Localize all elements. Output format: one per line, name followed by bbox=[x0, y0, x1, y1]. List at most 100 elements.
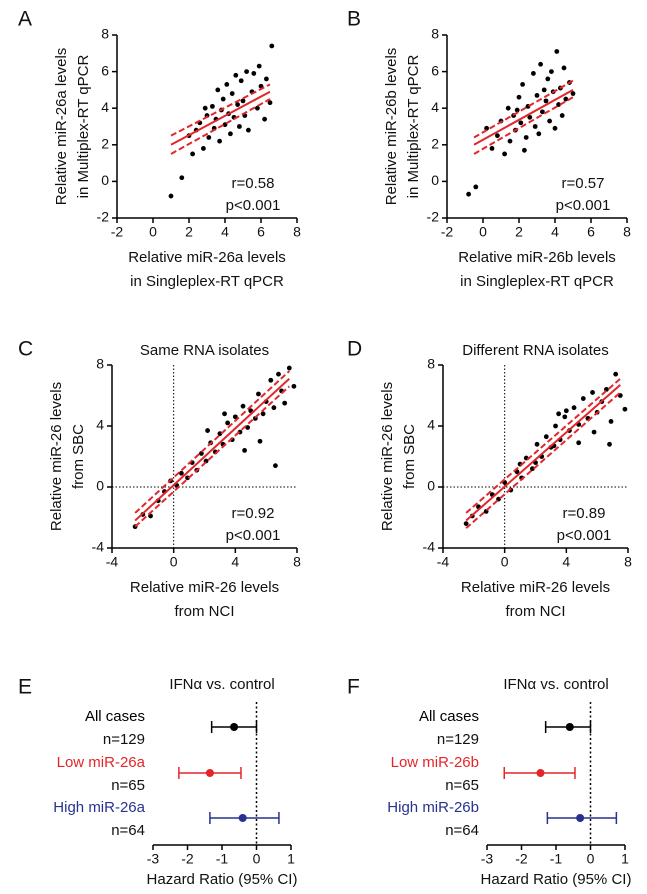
x-tick-label: -1 bbox=[550, 851, 563, 867]
ci-line bbox=[465, 377, 621, 514]
point bbox=[206, 135, 212, 140]
x-axis-label: from NCI bbox=[506, 603, 566, 620]
y-axis-label: Relative miR-26a levels bbox=[53, 48, 70, 206]
point bbox=[527, 114, 533, 120]
panel-title: IFNα vs. control bbox=[503, 676, 608, 693]
y-tick-label: -4 bbox=[92, 539, 105, 555]
point bbox=[179, 175, 185, 181]
point bbox=[536, 769, 545, 777]
ci-line bbox=[473, 79, 574, 139]
x-tick-label: -1 bbox=[216, 851, 229, 867]
category-label: Low miR-26a bbox=[57, 754, 146, 771]
point bbox=[532, 124, 538, 129]
fit-line bbox=[473, 89, 574, 146]
x-tick-label: -2 bbox=[111, 224, 124, 240]
category-label: All cases bbox=[419, 708, 479, 725]
point bbox=[178, 470, 184, 476]
x-tick-label: 6 bbox=[257, 224, 265, 240]
y-tick-label: 0 bbox=[431, 172, 439, 188]
y-tick-label: 0 bbox=[101, 172, 109, 188]
point bbox=[489, 146, 495, 151]
x-tick-label: 4 bbox=[551, 224, 559, 240]
y-axis-label: from SBC bbox=[70, 424, 87, 489]
point bbox=[466, 191, 471, 197]
x-axis-label: Relative miR-26a levels bbox=[128, 249, 286, 266]
point bbox=[273, 463, 278, 469]
point bbox=[269, 43, 275, 49]
point bbox=[271, 405, 277, 411]
x-tick-label: 2 bbox=[515, 224, 523, 240]
point bbox=[257, 438, 263, 444]
point bbox=[262, 116, 267, 122]
fit-line bbox=[134, 377, 290, 522]
y-tick-label: -4 bbox=[423, 539, 436, 555]
point bbox=[549, 69, 554, 74]
point bbox=[232, 414, 238, 420]
panel-letter: D bbox=[347, 338, 362, 361]
point bbox=[215, 87, 221, 93]
point bbox=[256, 391, 261, 397]
x-tick-label: 6 bbox=[587, 224, 595, 240]
annotation: r=0.89 bbox=[563, 505, 606, 522]
point bbox=[276, 371, 281, 377]
point bbox=[238, 78, 244, 84]
panel-title: Different RNA isolates bbox=[462, 342, 608, 359]
point bbox=[507, 138, 513, 144]
x-tick-label: 4 bbox=[231, 554, 239, 570]
x-tick-label: -3 bbox=[147, 851, 160, 867]
y-tick-label: -2 bbox=[427, 209, 440, 225]
x-tick-label: 0 bbox=[170, 554, 178, 570]
point bbox=[505, 105, 511, 111]
annotation: r=0.58 bbox=[232, 175, 275, 192]
n-label: n=129 bbox=[437, 731, 479, 748]
x-tick-label: 0 bbox=[253, 851, 261, 867]
point bbox=[534, 92, 540, 98]
x-tick-label: 8 bbox=[623, 224, 631, 240]
panel-letter: F bbox=[347, 676, 360, 699]
x-tick-label: 0 bbox=[479, 224, 487, 240]
annotation: p<0.001 bbox=[557, 527, 612, 544]
point bbox=[225, 420, 231, 426]
x-tick-label: -2 bbox=[441, 224, 454, 240]
x-tick-label: 0 bbox=[501, 554, 509, 570]
point bbox=[264, 76, 269, 82]
n-label: n=65 bbox=[111, 777, 145, 794]
point bbox=[222, 411, 227, 417]
point bbox=[543, 98, 549, 104]
x-axis-label: from NCI bbox=[175, 603, 235, 620]
y-tick-label: -2 bbox=[97, 209, 110, 225]
point bbox=[230, 723, 239, 731]
point bbox=[228, 131, 233, 137]
point bbox=[205, 428, 210, 433]
n-label: n=129 bbox=[103, 731, 145, 748]
point bbox=[543, 434, 549, 440]
point bbox=[556, 411, 562, 417]
point bbox=[229, 91, 235, 96]
y-axis-label: Relative miR-26 levels bbox=[48, 382, 65, 531]
point bbox=[220, 96, 226, 102]
n-label: n=64 bbox=[445, 822, 479, 839]
y-axis-label: in Multiplex-RT qPCR bbox=[405, 55, 422, 199]
point bbox=[237, 124, 242, 129]
point bbox=[553, 423, 558, 429]
point bbox=[545, 76, 551, 82]
point bbox=[242, 448, 247, 453]
point bbox=[576, 814, 585, 822]
point bbox=[256, 63, 262, 69]
panel-letter: B bbox=[347, 8, 361, 31]
annotation: p<0.001 bbox=[556, 197, 611, 214]
point bbox=[608, 419, 614, 424]
fit-line bbox=[465, 384, 621, 522]
ci-line bbox=[170, 98, 271, 155]
point bbox=[565, 723, 574, 731]
point bbox=[538, 61, 543, 67]
point bbox=[202, 105, 208, 111]
panel-title: Same RNA isolates bbox=[140, 342, 269, 359]
x-tick-label: 0 bbox=[149, 224, 157, 240]
x-tick-label: 1 bbox=[621, 851, 629, 867]
point bbox=[590, 390, 595, 395]
annotation: r=0.57 bbox=[562, 175, 605, 192]
x-tick-label: -4 bbox=[106, 554, 119, 570]
point bbox=[217, 431, 223, 437]
